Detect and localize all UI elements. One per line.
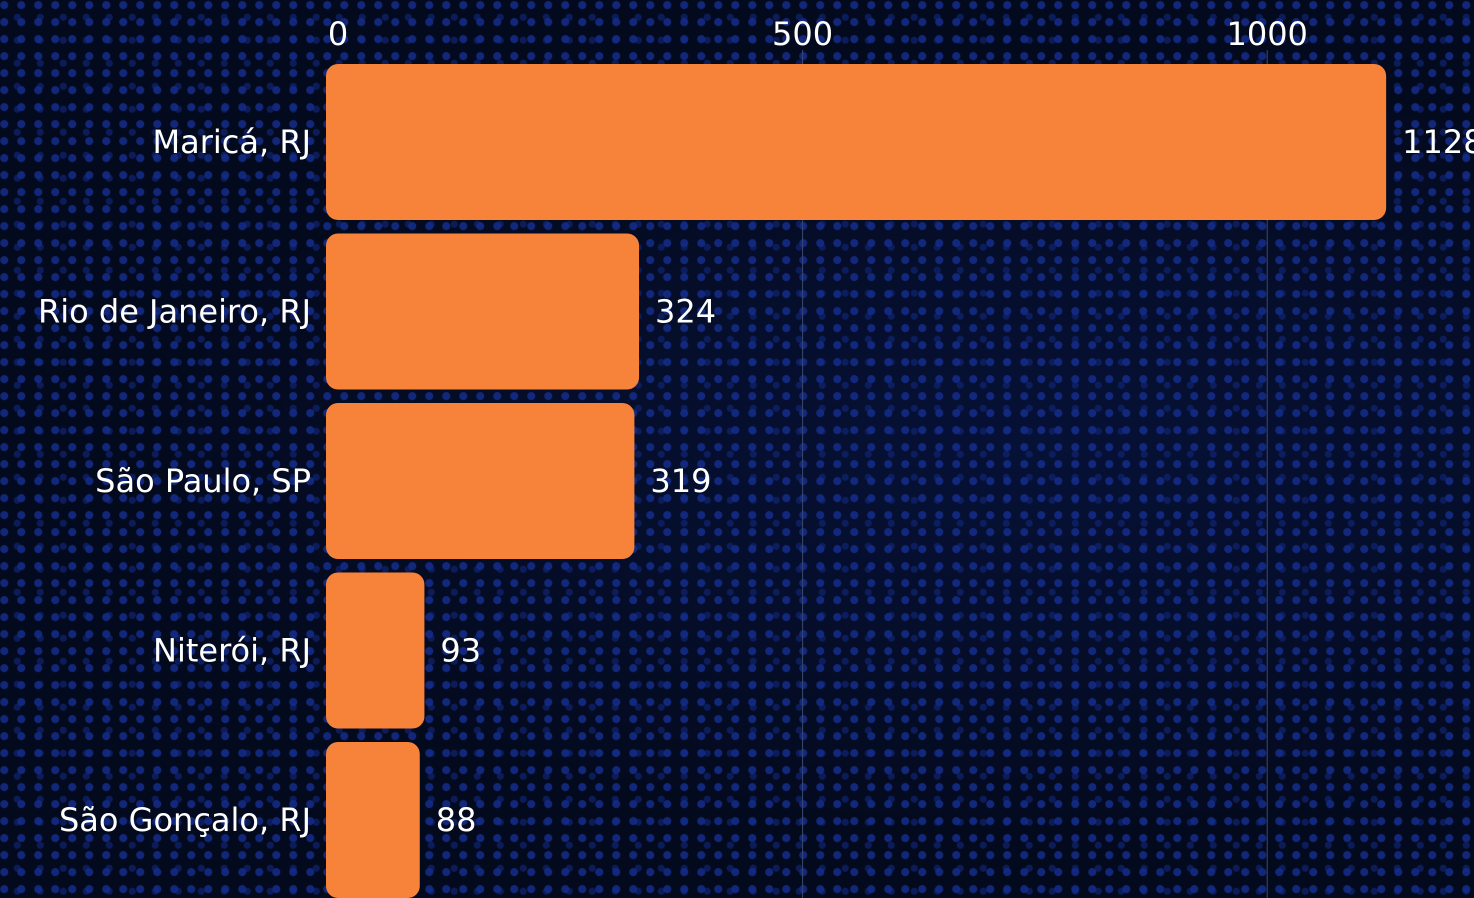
value-label: 324: [655, 293, 716, 331]
category-label: São Gonçalo, RJ: [59, 801, 311, 839]
bar: [326, 572, 425, 729]
labels: Maricá, RJ 1128 Rio de Janeiro, RJ 324 São P…: [38, 123, 1474, 839]
bar: [326, 403, 635, 559]
category-label: Rio de Janeiro, RJ: [38, 293, 311, 331]
value-label: 93: [440, 632, 481, 670]
value-label: 1128: [1402, 123, 1474, 161]
category-label: Maricá, RJ: [153, 123, 311, 161]
x-axis-ticks: 0 500 1000: [328, 15, 1308, 53]
bar: [326, 64, 1387, 220]
x-tick-label: 1000: [1226, 15, 1307, 53]
bar: [326, 233, 640, 390]
bars: [326, 64, 1387, 898]
x-tick-label: 500: [772, 15, 833, 53]
category-label: São Paulo, SP: [95, 462, 311, 500]
x-tick-label: 0: [328, 15, 348, 53]
value-label: 88: [436, 801, 477, 839]
bar: [326, 742, 420, 898]
category-label: Niterói, RJ: [153, 632, 311, 670]
value-label: 319: [650, 462, 711, 500]
